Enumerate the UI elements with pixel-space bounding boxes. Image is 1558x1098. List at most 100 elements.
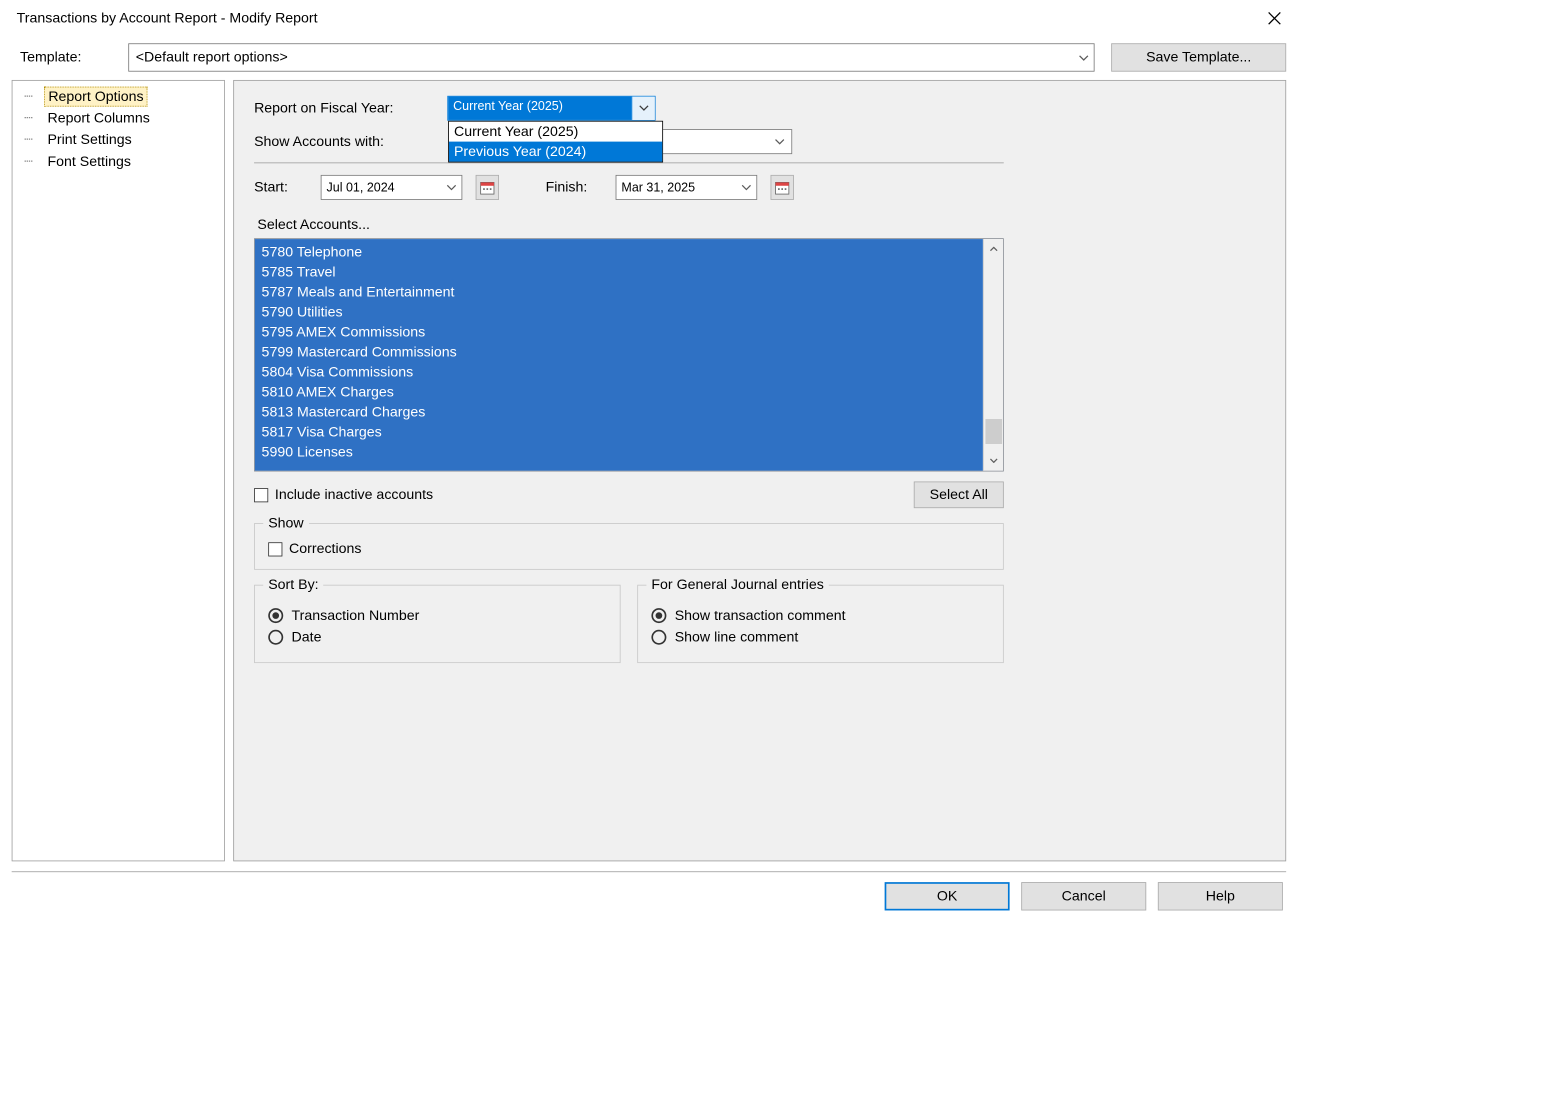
- chevron-down-icon: [775, 135, 785, 149]
- chevron-down-icon: [638, 105, 648, 112]
- account-list-item[interactable]: 5813 Mastercard Charges: [262, 402, 977, 422]
- account-list-item[interactable]: 5785 Travel: [262, 262, 977, 282]
- fiscal-year-option[interactable]: Current Year (2025): [449, 122, 662, 142]
- chevron-down-icon: [990, 458, 998, 463]
- fiscal-year-option[interactable]: Previous Year (2024): [449, 142, 662, 162]
- window-title: Transactions by Account Report - Modify …: [17, 10, 1257, 27]
- gj-entries-radio[interactable]: Show line comment: [651, 629, 989, 646]
- sort-by-radio[interactable]: Transaction Number: [268, 607, 606, 624]
- cancel-button[interactable]: Cancel: [1021, 882, 1146, 910]
- account-list-item[interactable]: 5990 Licenses: [262, 442, 977, 462]
- finish-date-value: Mar 31, 2025: [621, 180, 695, 194]
- show-accounts-label: Show Accounts with:: [254, 133, 436, 150]
- radio-label: Transaction Number: [292, 607, 420, 624]
- radio-icon: [651, 608, 666, 623]
- corrections-label: Corrections: [289, 541, 361, 558]
- template-value: <Default report options>: [136, 49, 288, 66]
- account-list-item[interactable]: 5804 Visa Commissions: [262, 362, 977, 382]
- scroll-down-button[interactable]: [984, 451, 1004, 471]
- template-combo[interactable]: <Default report options>: [128, 43, 1094, 71]
- radio-label: Show line comment: [675, 629, 799, 646]
- start-date-value: Jul 01, 2024: [327, 180, 395, 194]
- sort-by-groupbox: Sort By: Transaction NumberDate: [254, 585, 621, 663]
- scroll-up-button[interactable]: [984, 239, 1004, 259]
- accounts-scrollbar[interactable]: [983, 239, 1003, 471]
- finish-date-label: Finish:: [546, 179, 606, 196]
- close-button[interactable]: [1256, 3, 1293, 33]
- radio-icon: [268, 630, 283, 645]
- account-list-item[interactable]: 5810 AMEX Charges: [262, 382, 977, 402]
- main-panel: Report on Fiscal Year: Current Year (202…: [233, 80, 1286, 861]
- include-inactive-checkbox[interactable]: Include inactive accounts: [254, 486, 433, 503]
- start-date-calendar-button[interactable]: [476, 175, 499, 200]
- ok-label: OK: [937, 888, 957, 905]
- corrections-checkbox[interactable]: Corrections: [268, 541, 989, 558]
- finish-date-combo[interactable]: Mar 31, 2025: [616, 175, 758, 200]
- gj-entries-legend: For General Journal entries: [646, 576, 828, 593]
- ok-button[interactable]: OK: [885, 882, 1010, 910]
- sidebar-item-label: Print Settings: [44, 131, 135, 149]
- radio-label: Show transaction comment: [675, 607, 846, 624]
- checkbox-box-icon: [254, 488, 268, 502]
- sidebar-item-print-settings[interactable]: ┈Print Settings: [16, 129, 221, 151]
- cancel-label: Cancel: [1062, 888, 1106, 905]
- account-list-item[interactable]: 5795 AMEX Commissions: [262, 322, 977, 342]
- checkbox-box-icon: [268, 542, 282, 556]
- chevron-down-icon: [741, 180, 751, 194]
- radio-label: Date: [292, 629, 322, 646]
- account-list-item[interactable]: 5780 Telephone: [262, 242, 977, 262]
- sidebar-item-report-options[interactable]: ┈Report Options: [16, 86, 221, 108]
- tree-branch-icon: ┈: [24, 153, 44, 170]
- select-accounts-label: Select Accounts...: [257, 217, 1265, 234]
- calendar-icon: [480, 180, 495, 195]
- sidebar-item-label: Report Columns: [44, 109, 153, 127]
- gj-entries-radio[interactable]: Show transaction comment: [651, 607, 989, 624]
- chevron-up-icon: [990, 247, 998, 252]
- tree-branch-icon: ┈: [24, 132, 44, 149]
- account-list-item[interactable]: 5799 Mastercard Commissions: [262, 342, 977, 362]
- sidebar-tree: ┈Report Options┈Report Columns┈Print Set…: [12, 80, 225, 861]
- save-template-button[interactable]: Save Template...: [1111, 43, 1286, 71]
- account-list-item[interactable]: 5817 Visa Charges: [262, 422, 977, 442]
- sort-by-legend: Sort By:: [263, 576, 323, 593]
- finish-date-calendar-button[interactable]: [771, 175, 794, 200]
- tree-branch-icon: ┈: [24, 110, 44, 127]
- save-template-label: Save Template...: [1146, 49, 1251, 66]
- close-icon: [1268, 12, 1281, 25]
- show-groupbox: Show Corrections: [254, 523, 1004, 570]
- help-button[interactable]: Help: [1158, 882, 1283, 910]
- show-legend: Show: [263, 515, 308, 532]
- chevron-down-icon: [446, 180, 456, 194]
- template-label: Template:: [20, 49, 112, 66]
- account-list-item[interactable]: 5787 Meals and Entertainment: [262, 282, 977, 302]
- scroll-thumb[interactable]: [985, 419, 1002, 444]
- help-label: Help: [1206, 888, 1235, 905]
- footer: OK Cancel Help: [0, 872, 1298, 920]
- accounts-list-content[interactable]: 5780 Telephone5785 Travel5787 Meals and …: [255, 239, 983, 471]
- radio-icon: [268, 608, 283, 623]
- sidebar-item-label: Report Options: [44, 87, 148, 107]
- chevron-down-icon: [1079, 49, 1089, 66]
- tree-branch-icon: ┈: [24, 88, 44, 105]
- start-date-combo[interactable]: Jul 01, 2024: [321, 175, 463, 200]
- sidebar-item-font-settings[interactable]: ┈Font Settings: [16, 151, 221, 173]
- include-inactive-label: Include inactive accounts: [275, 486, 433, 503]
- template-row: Template: <Default report options> Save …: [0, 37, 1298, 80]
- select-all-button[interactable]: Select All: [914, 481, 1004, 508]
- fiscal-year-dropdown[interactable]: Current Year (2025)Previous Year (2024): [448, 121, 663, 163]
- sort-by-radio[interactable]: Date: [268, 629, 606, 646]
- fiscal-year-dropdown-button[interactable]: [631, 97, 654, 120]
- calendar-icon: [775, 180, 790, 195]
- separator: [254, 162, 1004, 163]
- fiscal-year-label: Report on Fiscal Year:: [254, 100, 436, 117]
- gj-entries-groupbox: For General Journal entries Show transac…: [637, 585, 1004, 663]
- radio-icon: [651, 630, 666, 645]
- select-all-label: Select All: [930, 486, 988, 503]
- sidebar-item-report-columns[interactable]: ┈Report Columns: [16, 107, 221, 129]
- title-bar: Transactions by Account Report - Modify …: [0, 0, 1298, 37]
- account-list-item[interactable]: 5790 Utilities: [262, 302, 977, 322]
- accounts-listbox[interactable]: 5780 Telephone5785 Travel5787 Meals and …: [254, 238, 1004, 471]
- fiscal-year-value: Current Year (2025): [448, 97, 631, 120]
- fiscal-year-combo[interactable]: Current Year (2025) Current Year (2025)P…: [447, 96, 655, 121]
- start-date-label: Start:: [254, 179, 311, 196]
